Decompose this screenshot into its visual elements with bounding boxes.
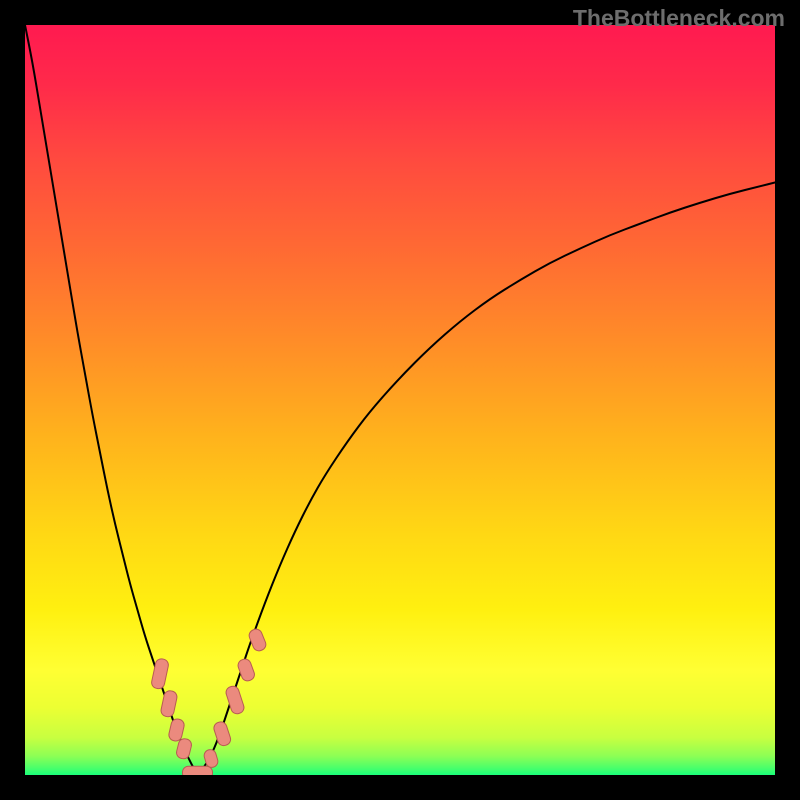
curve-marker xyxy=(247,627,267,652)
bottleneck-curve xyxy=(25,25,775,775)
curve-marker xyxy=(183,766,213,775)
curve-marker xyxy=(160,690,178,718)
plot-area xyxy=(25,25,775,775)
curve-branch xyxy=(198,183,776,776)
watermark-text: TheBottleneck.com xyxy=(573,5,785,32)
curve-branch xyxy=(25,25,198,775)
